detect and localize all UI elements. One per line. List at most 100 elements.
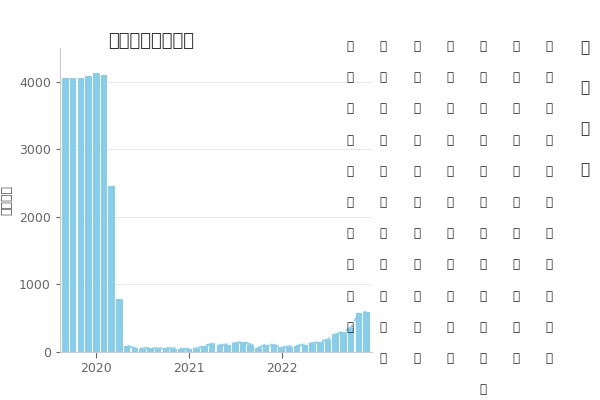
Text: 強: 強 bbox=[346, 40, 353, 53]
Text: を: を bbox=[379, 352, 386, 365]
Text: 観: 観 bbox=[413, 196, 421, 209]
Text: 光: 光 bbox=[512, 165, 520, 178]
Text: め: め bbox=[379, 165, 386, 178]
Bar bbox=[294, 346, 301, 352]
Text: 症: 症 bbox=[512, 40, 520, 53]
Bar bbox=[224, 344, 231, 352]
Text: コ: コ bbox=[545, 102, 553, 115]
Bar bbox=[178, 349, 185, 352]
Text: 出入国者（千人）: 出入国者（千人） bbox=[108, 32, 194, 50]
Text: 。: 。 bbox=[479, 383, 487, 396]
Text: て: て bbox=[346, 134, 353, 146]
Text: 撃: 撃 bbox=[479, 134, 487, 146]
Bar bbox=[62, 78, 68, 352]
Text: 需: 需 bbox=[413, 258, 421, 271]
Text: す: す bbox=[379, 102, 386, 115]
Text: し: し bbox=[413, 134, 421, 146]
Bar bbox=[271, 345, 277, 352]
Bar bbox=[93, 73, 100, 352]
Text: 拡: 拡 bbox=[446, 196, 454, 209]
Text: 大: 大 bbox=[512, 352, 520, 365]
Text: 全: 全 bbox=[413, 40, 421, 53]
Text: に: に bbox=[512, 227, 520, 240]
Text: 大: 大 bbox=[446, 227, 454, 240]
Bar bbox=[240, 342, 247, 352]
Bar bbox=[356, 314, 362, 352]
Text: 期: 期 bbox=[413, 102, 421, 115]
Text: い: い bbox=[479, 290, 487, 302]
Bar bbox=[193, 349, 200, 352]
Bar bbox=[309, 343, 316, 352]
Text: ル: ル bbox=[545, 258, 553, 271]
Bar bbox=[155, 349, 161, 352]
Bar bbox=[332, 334, 339, 352]
Text: 、: 、 bbox=[413, 165, 421, 178]
Text: 新: 新 bbox=[545, 40, 553, 53]
Text: 組: 組 bbox=[379, 290, 386, 302]
Bar bbox=[109, 186, 115, 352]
Text: り: り bbox=[379, 40, 386, 53]
Text: 化: 化 bbox=[346, 71, 353, 84]
Text: 今: 今 bbox=[446, 40, 454, 53]
Text: ま: ま bbox=[479, 321, 487, 334]
Text: 観: 観 bbox=[512, 134, 520, 146]
Text: っ: っ bbox=[512, 290, 520, 302]
Text: と: と bbox=[479, 165, 487, 178]
Text: ウ: ウ bbox=[545, 196, 553, 209]
Text: き: き bbox=[479, 40, 487, 53]
Text: 染: 染 bbox=[545, 352, 553, 365]
Text: ナ: ナ bbox=[545, 165, 553, 178]
Text: は: は bbox=[512, 71, 520, 84]
Text: 光: 光 bbox=[413, 227, 421, 240]
Bar bbox=[139, 349, 146, 352]
Text: っ: っ bbox=[479, 227, 487, 240]
Text: 万: 万 bbox=[446, 352, 454, 365]
Bar bbox=[147, 348, 154, 352]
Text: て: て bbox=[512, 321, 520, 334]
Text: な: な bbox=[479, 196, 487, 209]
Text: ま: ま bbox=[346, 258, 353, 271]
Text: 感: 感 bbox=[545, 321, 553, 334]
Text: 田: 田 bbox=[580, 40, 590, 55]
Bar bbox=[209, 344, 215, 352]
Bar bbox=[163, 348, 169, 352]
Text: 浩: 浩 bbox=[580, 121, 590, 136]
Text: 止: 止 bbox=[446, 290, 454, 302]
Bar bbox=[247, 344, 254, 352]
Bar bbox=[278, 347, 285, 352]
Text: 戻: 戻 bbox=[379, 71, 386, 84]
Text: た: た bbox=[379, 134, 386, 146]
Bar bbox=[77, 78, 84, 352]
Text: 染: 染 bbox=[446, 165, 454, 178]
Text: 要: 要 bbox=[413, 290, 421, 302]
Bar bbox=[70, 78, 76, 352]
Text: ス: ス bbox=[545, 290, 553, 302]
Text: に: に bbox=[446, 321, 454, 334]
Bar bbox=[217, 345, 223, 352]
Text: す: す bbox=[346, 290, 353, 302]
Bar bbox=[263, 344, 269, 352]
Bar bbox=[101, 75, 107, 352]
Bar bbox=[364, 312, 370, 352]
Bar bbox=[170, 349, 177, 352]
Text: 畑: 畑 bbox=[580, 80, 590, 96]
Text: す: す bbox=[479, 352, 487, 365]
Text: し: し bbox=[346, 102, 353, 115]
Text: み: み bbox=[379, 321, 386, 334]
Bar bbox=[124, 346, 130, 352]
Text: 後: 後 bbox=[446, 71, 454, 84]
Text: り: り bbox=[346, 227, 353, 240]
Text: 打: 打 bbox=[479, 102, 487, 115]
Text: い: い bbox=[346, 196, 353, 209]
Bar bbox=[348, 328, 355, 352]
Text: 取: 取 bbox=[379, 227, 386, 240]
Text: を: を bbox=[413, 321, 421, 334]
Bar bbox=[286, 346, 293, 352]
Text: 業: 業 bbox=[512, 196, 520, 209]
Text: 、: 、 bbox=[512, 102, 520, 115]
Text: ロ: ロ bbox=[545, 134, 553, 146]
Bar bbox=[85, 76, 92, 352]
Text: を: を bbox=[413, 71, 421, 84]
Text: も: も bbox=[446, 102, 454, 115]
Text: ま: ま bbox=[346, 165, 353, 178]
